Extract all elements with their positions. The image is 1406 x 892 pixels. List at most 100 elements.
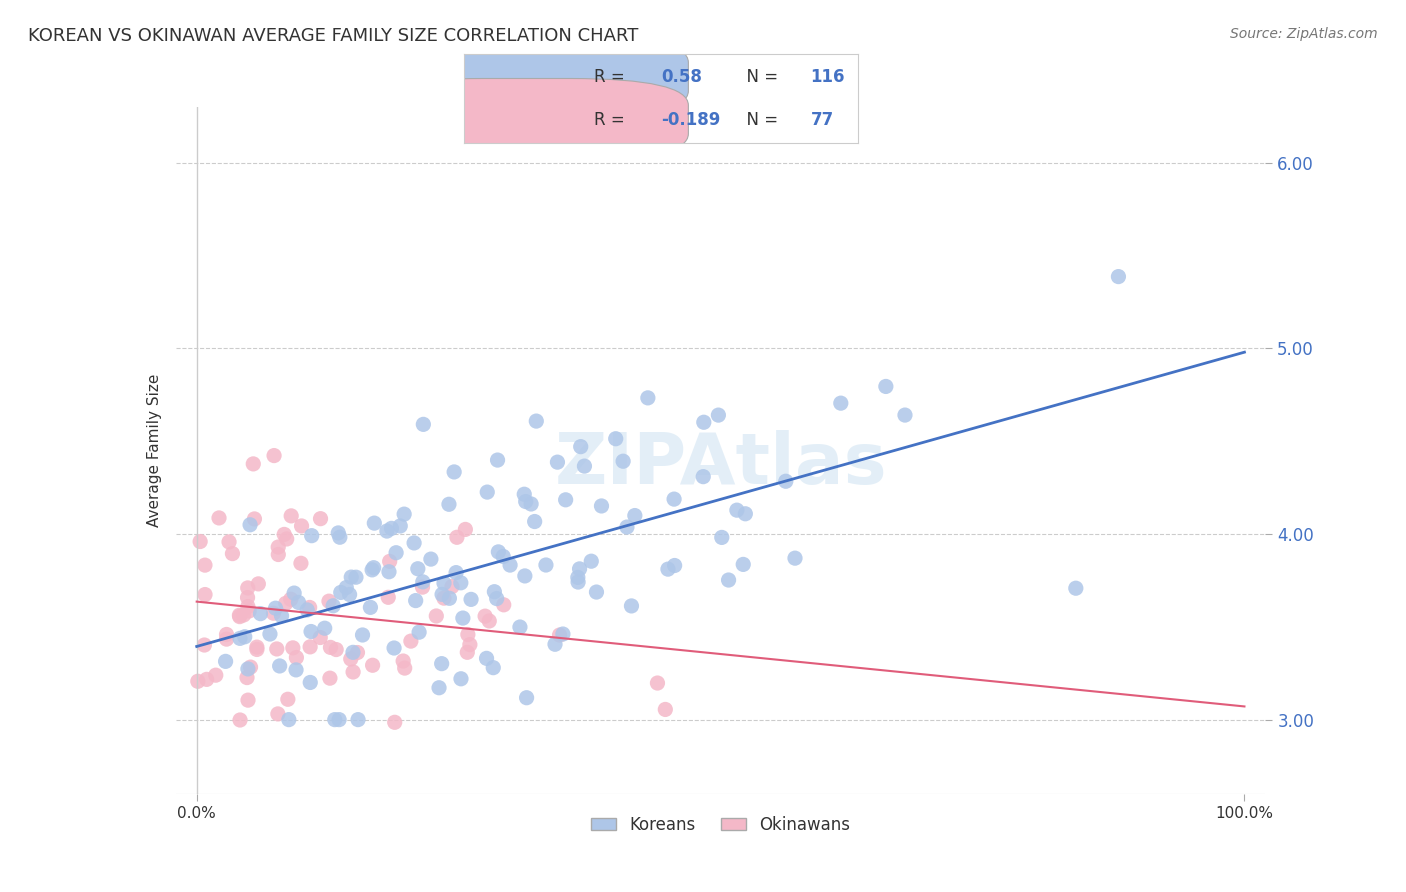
Point xyxy=(208,511,231,525)
Point xyxy=(456,645,478,659)
Point xyxy=(328,525,350,540)
Point xyxy=(239,517,262,532)
Point xyxy=(392,507,415,521)
Point xyxy=(734,507,756,521)
Point xyxy=(443,465,465,479)
Point xyxy=(717,573,740,587)
Point xyxy=(309,631,332,645)
Point xyxy=(195,673,218,687)
Point xyxy=(425,609,447,624)
Point xyxy=(285,650,308,665)
Point xyxy=(299,675,322,690)
Point xyxy=(515,494,537,508)
Point xyxy=(499,558,522,572)
Point xyxy=(548,628,571,642)
Point xyxy=(612,454,634,468)
Point xyxy=(662,492,685,507)
Point xyxy=(446,530,468,544)
Point xyxy=(567,570,589,584)
Point xyxy=(484,584,506,599)
Point xyxy=(298,600,321,615)
Point xyxy=(342,665,364,679)
Point xyxy=(408,625,430,640)
Point xyxy=(444,566,467,580)
Point xyxy=(378,554,401,568)
Point xyxy=(359,600,381,615)
Point xyxy=(274,596,297,610)
Point xyxy=(433,576,456,591)
Point xyxy=(454,523,477,537)
Text: KOREAN VS OKINAWAN AVERAGE FAMILY SIZE CORRELATION CHART: KOREAN VS OKINAWAN AVERAGE FAMILY SIZE C… xyxy=(28,27,638,45)
Point xyxy=(378,565,401,579)
Point xyxy=(329,585,352,599)
Point xyxy=(229,713,252,727)
Point xyxy=(830,396,852,410)
Point xyxy=(287,595,309,609)
Point xyxy=(233,630,256,644)
Point xyxy=(273,527,295,541)
Point xyxy=(281,640,304,655)
Point xyxy=(344,570,367,584)
Point xyxy=(725,503,748,517)
Point xyxy=(301,529,323,543)
Point xyxy=(295,603,318,617)
Point xyxy=(513,487,536,501)
Point xyxy=(314,621,336,635)
Point xyxy=(384,715,406,730)
Point xyxy=(247,577,270,591)
Point xyxy=(534,558,557,572)
Point xyxy=(239,660,262,674)
Point xyxy=(492,598,515,612)
Point xyxy=(775,475,797,489)
Point xyxy=(551,627,574,641)
Point xyxy=(363,560,385,574)
Point xyxy=(585,585,607,599)
Point xyxy=(616,520,638,534)
Point xyxy=(693,415,716,429)
Point xyxy=(280,508,302,523)
Point xyxy=(264,601,287,615)
Point xyxy=(477,485,499,500)
Point xyxy=(238,604,260,618)
Point xyxy=(193,638,215,652)
Point xyxy=(214,654,236,668)
Point xyxy=(188,534,211,549)
Point xyxy=(385,546,408,560)
Point xyxy=(406,562,429,576)
Point xyxy=(647,676,669,690)
Point xyxy=(236,662,259,676)
Point xyxy=(581,554,603,568)
Point xyxy=(309,511,332,525)
Point xyxy=(236,599,259,614)
Text: N =: N = xyxy=(735,111,783,128)
Point xyxy=(361,563,384,577)
Point xyxy=(325,642,347,657)
Point xyxy=(361,658,384,673)
Point xyxy=(520,497,543,511)
Point xyxy=(492,549,515,564)
Point xyxy=(450,672,472,686)
Point xyxy=(319,671,342,685)
Point xyxy=(270,608,292,623)
Point xyxy=(267,540,290,554)
Point xyxy=(242,457,264,471)
Point xyxy=(283,586,305,600)
Point xyxy=(285,663,308,677)
Point xyxy=(322,599,344,613)
Point xyxy=(377,591,399,605)
Point xyxy=(404,536,426,550)
Point xyxy=(405,593,427,607)
Point xyxy=(544,637,567,651)
Point xyxy=(277,692,299,706)
Point xyxy=(347,713,370,727)
Point xyxy=(276,532,298,546)
Point xyxy=(485,591,508,606)
Point xyxy=(375,524,398,538)
Point xyxy=(228,608,250,623)
Point xyxy=(894,408,917,422)
Point xyxy=(783,551,806,566)
Point xyxy=(236,693,259,707)
Point xyxy=(569,440,592,454)
Text: 77: 77 xyxy=(810,111,834,128)
Point xyxy=(574,459,596,474)
